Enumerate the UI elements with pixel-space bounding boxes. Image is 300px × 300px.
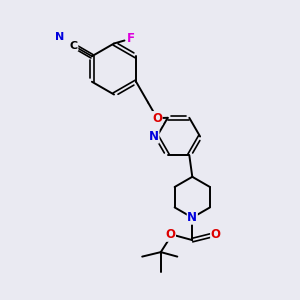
Text: C: C (70, 41, 78, 51)
Text: O: O (165, 228, 176, 241)
Text: O: O (211, 228, 221, 241)
Text: N: N (55, 32, 64, 43)
Text: O: O (152, 112, 162, 124)
Text: N: N (187, 211, 197, 224)
Text: N: N (149, 130, 159, 143)
Text: F: F (127, 32, 134, 46)
